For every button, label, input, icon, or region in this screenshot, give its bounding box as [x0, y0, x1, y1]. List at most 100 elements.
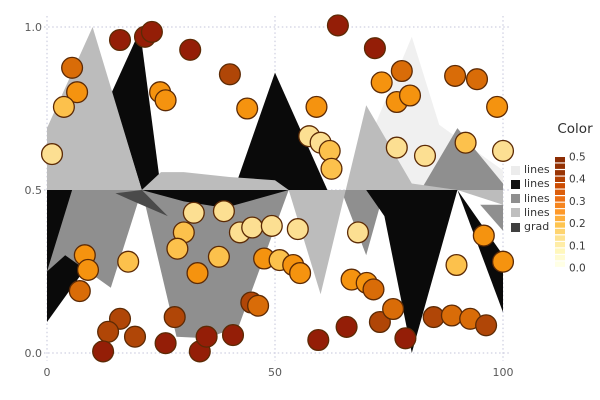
area-gray-sliver-100 — [480, 204, 503, 231]
scatter-point — [179, 38, 202, 61]
scatter-point — [92, 340, 115, 363]
scatter-point — [218, 63, 241, 86]
colorbar-segment — [555, 202, 565, 209]
scatter-point — [413, 144, 437, 167]
legend-swatch-icon — [511, 222, 520, 232]
legend-swatch-icon — [511, 179, 520, 189]
area-silver-bowtie — [288, 105, 458, 295]
scatter-point — [154, 89, 177, 112]
scatter-point — [491, 250, 515, 273]
colorbar-segment — [555, 222, 565, 228]
scatter-point — [363, 37, 386, 60]
scatter-point — [390, 59, 413, 83]
colorbar-segment — [555, 209, 565, 215]
scatter-point — [398, 84, 422, 107]
scatter-point — [305, 95, 328, 118]
area-black-m-right — [457, 190, 503, 313]
legend-entry-2: lines — [511, 178, 550, 190]
scatter-point — [385, 136, 408, 159]
scatter-point — [52, 95, 75, 118]
legend-swatch-icon — [511, 208, 520, 218]
colorbar-segment — [555, 189, 565, 195]
scatter-point — [289, 262, 312, 285]
scatter-point — [68, 280, 91, 303]
legend-entry-5: grad — [511, 221, 549, 233]
colorbar-title: Color — [557, 121, 593, 137]
x-tick-label: 0 — [44, 366, 51, 379]
scatter-point — [97, 320, 120, 343]
legend-label: lines — [524, 191, 550, 205]
scatter-point — [444, 64, 467, 87]
area-black-m-left — [366, 190, 458, 353]
scatter-point — [61, 56, 84, 79]
colorbar-segment — [555, 235, 565, 241]
scatter-point — [465, 68, 489, 91]
scatter-point — [207, 245, 230, 268]
scatter-point — [221, 324, 245, 347]
scatter-point — [370, 71, 393, 94]
colorbar-segment — [555, 157, 565, 163]
scatter-point — [108, 28, 132, 52]
legend-entry-4: lines — [511, 205, 550, 219]
colorbar-tick-label: 0.0 — [569, 263, 586, 275]
colorbar-tick-label: 0.3 — [569, 196, 586, 208]
area-silver-band — [141, 172, 289, 190]
colorbar-tick-label: 0.2 — [569, 218, 586, 230]
legend-entry-1: lines — [511, 164, 550, 176]
scatter-point — [212, 200, 235, 223]
scatter-point — [362, 278, 385, 301]
legend-label: lines — [524, 177, 550, 191]
colorbar-segment — [555, 170, 565, 176]
scatter-point — [66, 81, 89, 104]
scatter-point — [368, 310, 391, 334]
scatter-point — [163, 306, 186, 329]
area-black-sliver — [141, 190, 289, 208]
legend-label: lines — [524, 163, 550, 176]
scatter-point — [394, 327, 417, 350]
legend-entry-3: lines — [511, 191, 550, 205]
scatter-point — [247, 294, 270, 317]
scatter-point — [286, 218, 309, 241]
scatter-point — [241, 216, 264, 239]
colorbar-segment — [555, 248, 565, 254]
scatter-point — [382, 297, 405, 321]
scatter-point — [166, 237, 189, 260]
scatter-point — [440, 304, 463, 327]
colorbar-tick-label: 0.4 — [569, 174, 586, 186]
legend-label: grad — [524, 220, 550, 234]
scatter-point — [117, 250, 140, 273]
colorbar-segment — [555, 163, 565, 169]
colorbar-segment — [555, 241, 565, 248]
scatter-point — [320, 157, 343, 180]
scatter-point — [195, 325, 218, 348]
scatter-point — [76, 258, 100, 281]
scatter-point — [123, 325, 147, 348]
legend-swatch-icon — [511, 165, 520, 175]
area-black-mountain-50 — [234, 72, 328, 190]
scatter-point — [140, 20, 163, 43]
scatter-point — [475, 314, 498, 337]
scatter-point — [186, 262, 209, 285]
legend-swatch-icon — [511, 194, 520, 204]
colorbar-segment — [555, 196, 565, 202]
area-silver-left-peak — [47, 27, 142, 190]
scatter-point — [40, 143, 64, 166]
scatter-point — [326, 14, 349, 37]
x-tick-label: 100 — [493, 366, 514, 379]
scatter-point — [472, 224, 495, 247]
y-tick-label: 0.5 — [25, 184, 43, 197]
scatter-point — [454, 131, 477, 154]
x-tick-label: 50 — [268, 366, 282, 379]
scatter-point — [445, 253, 468, 277]
y-tick-label: 1.0 — [25, 21, 43, 34]
scatter-point — [335, 315, 358, 338]
legend-label: lines — [524, 205, 550, 219]
scatter-point — [346, 221, 370, 244]
scatter-point — [154, 332, 177, 355]
colorbar-segment — [555, 176, 565, 182]
colorbar-segment — [555, 254, 565, 261]
scatter-point — [182, 201, 205, 224]
colorbar-segment — [555, 261, 565, 267]
